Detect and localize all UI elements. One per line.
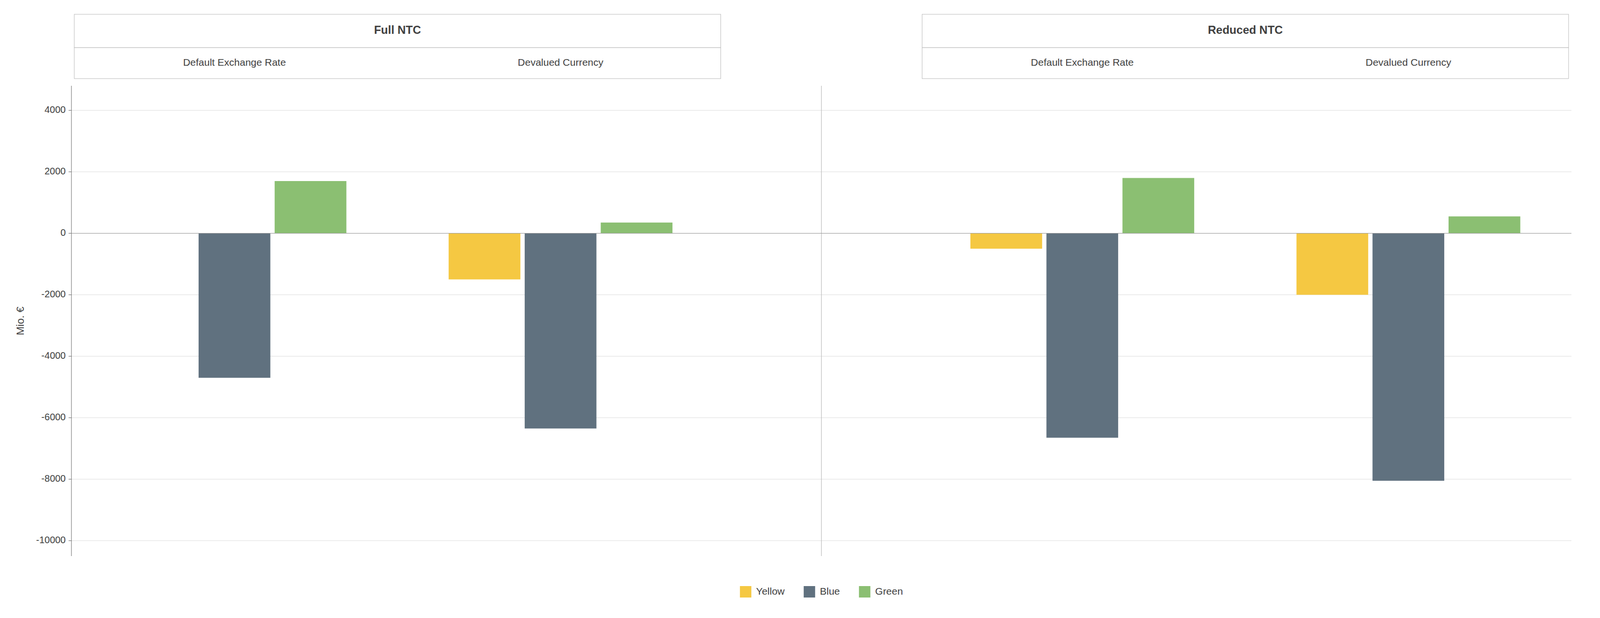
category-label: Default Exchange Rate	[182, 56, 286, 68]
tick-label: 4000	[44, 104, 67, 115]
category-label: Devalued Currency	[1365, 56, 1452, 68]
y-axis-label: Mio. €	[14, 306, 27, 336]
tick-label: -6000	[41, 411, 66, 422]
tick-label: 2000	[44, 165, 67, 177]
bar	[1122, 178, 1195, 234]
subheader-box	[74, 47, 721, 79]
legend-item: Yellow	[740, 585, 786, 598]
tick-mark	[68, 294, 72, 295]
legend-swatch	[740, 585, 752, 598]
bar	[1448, 216, 1521, 233]
y-axis-line	[71, 85, 72, 556]
tick-label: -4000	[41, 350, 66, 361]
tick-mark	[68, 110, 72, 111]
group-header: Reduced NTC	[1208, 23, 1283, 37]
bar	[1372, 233, 1445, 481]
bars	[198, 178, 1521, 481]
zero-line	[71, 232, 1572, 234]
legend-label: Blue	[820, 585, 840, 597]
bar	[524, 233, 597, 429]
chart: 4000 2000 0 -2000 -4000 -6000 -8000 -10000 Full …	[0, 0, 1600, 618]
tick-label: -10000	[36, 534, 66, 545]
legend: Yellow Blue Green	[740, 585, 903, 598]
tick-mark	[68, 540, 72, 541]
tick-mark	[68, 232, 72, 234]
category-label: Default Exchange Rate	[1030, 56, 1134, 68]
bar	[198, 233, 271, 378]
bar	[1046, 233, 1119, 438]
category-label: Devalued Currency	[517, 56, 604, 68]
legend-label: Yellow	[756, 585, 786, 597]
subheader-box	[921, 47, 1569, 79]
tick-mark	[68, 171, 72, 172]
tick-label: 0	[60, 227, 66, 238]
legend-swatch	[803, 585, 816, 598]
tick-label: -8000	[41, 472, 66, 484]
grid-line	[71, 232, 1572, 234]
legend-swatch	[859, 585, 871, 598]
tick-mark	[68, 478, 72, 480]
bar	[448, 233, 521, 280]
y-ticks: 4000 2000 0 -2000 -4000 -6000 -8000 -10000	[36, 104, 72, 545]
bar	[970, 233, 1043, 249]
legend-item: Blue	[803, 585, 840, 598]
tick-label: -2000	[41, 288, 66, 300]
group-header: Full NTC	[373, 23, 421, 37]
plot-area	[71, 85, 1572, 556]
header-box	[74, 14, 721, 48]
headers: Full NTC Reduced NTC Default Exchange Rate…	[74, 14, 1569, 79]
bar	[600, 222, 673, 234]
tick-mark	[68, 417, 72, 418]
tick-mark	[68, 355, 72, 357]
header-box	[921, 14, 1569, 48]
legend-label: Green	[875, 585, 903, 597]
bar	[1296, 233, 1369, 295]
group-divider	[820, 85, 822, 556]
legend-item: Green	[859, 585, 903, 598]
bar	[274, 180, 347, 234]
